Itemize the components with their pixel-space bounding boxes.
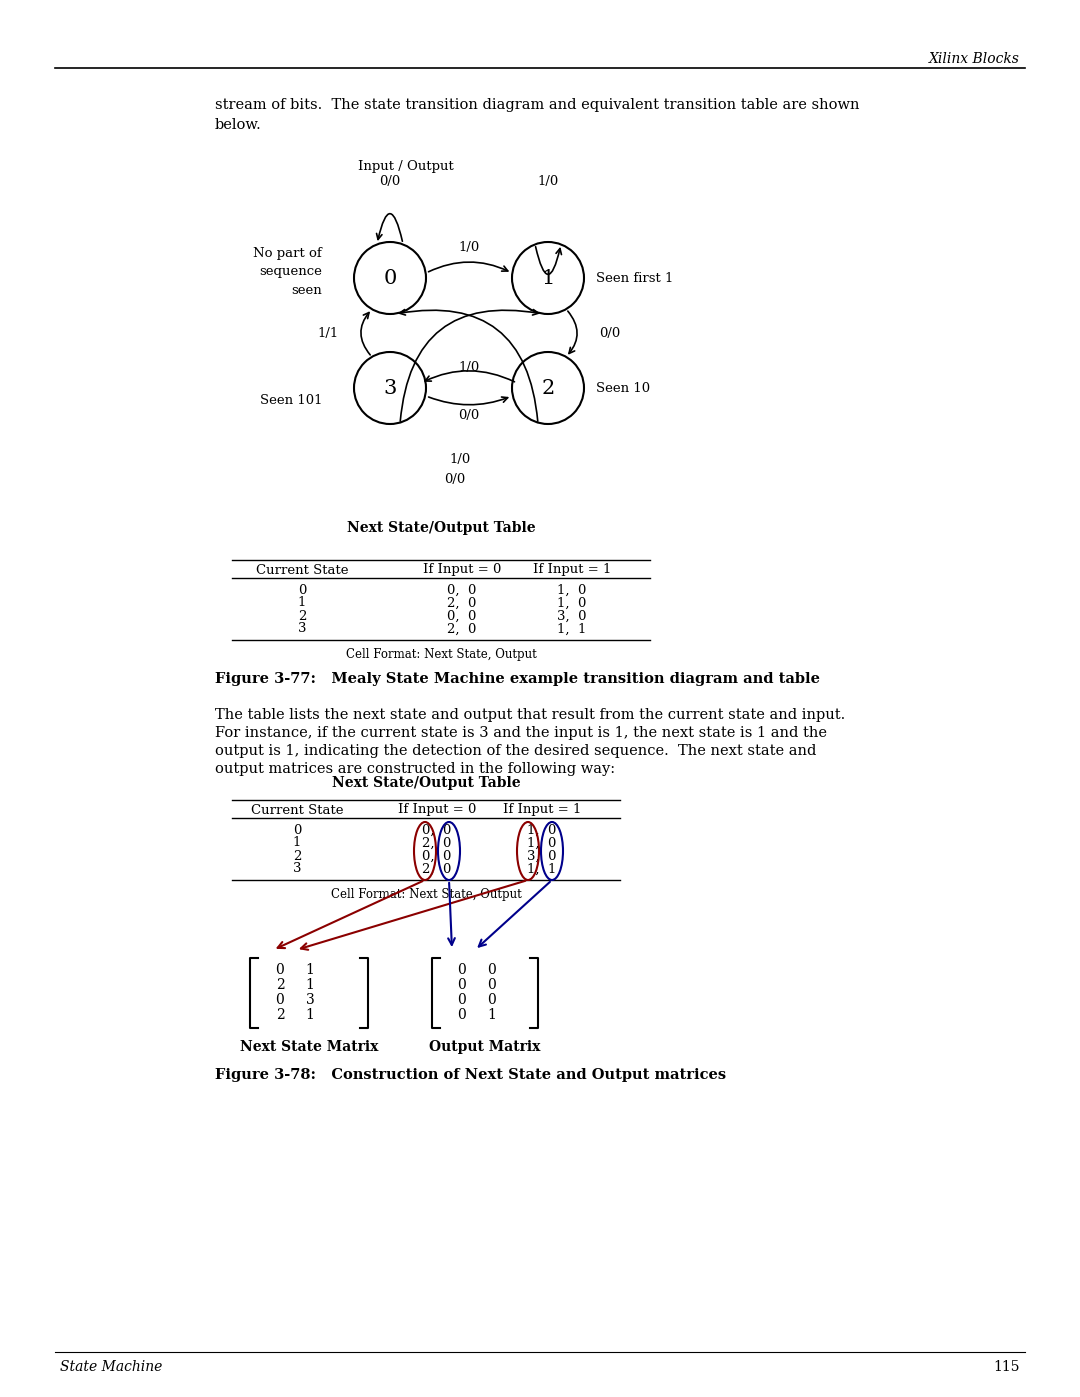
Text: 0,  0: 0, 0 — [447, 609, 476, 623]
Text: 1/0: 1/0 — [449, 454, 471, 467]
Text: 1/0: 1/0 — [458, 360, 480, 373]
Text: 0: 0 — [458, 978, 467, 992]
Text: Figure 3-77:   Mealy State Machine example transition diagram and table: Figure 3-77: Mealy State Machine example… — [215, 672, 820, 686]
Text: 0/0: 0/0 — [444, 474, 465, 486]
Text: 1: 1 — [306, 1009, 314, 1023]
Text: 1,  1: 1, 1 — [557, 623, 586, 636]
Text: output is 1, indicating the detection of the desired sequence.  The next state a: output is 1, indicating the detection of… — [215, 745, 816, 759]
Text: 2: 2 — [541, 379, 555, 398]
Text: 1,  0: 1, 0 — [527, 823, 556, 837]
Text: 1: 1 — [298, 597, 307, 609]
Text: 3: 3 — [293, 862, 301, 876]
Text: 0/0: 0/0 — [458, 408, 480, 422]
Text: Cell Format: Next State, Output: Cell Format: Next State, Output — [346, 648, 537, 661]
Text: 115: 115 — [994, 1361, 1020, 1375]
Text: stream of bits.  The state transition diagram and equivalent transition table ar: stream of bits. The state transition dia… — [215, 98, 860, 112]
Text: Next State/Output Table: Next State/Output Table — [347, 521, 536, 535]
Text: 1: 1 — [487, 1009, 497, 1023]
Text: 0: 0 — [275, 963, 284, 977]
Text: 0: 0 — [488, 978, 497, 992]
Text: 0: 0 — [293, 823, 301, 837]
Text: 1/0: 1/0 — [538, 176, 558, 189]
Text: 0: 0 — [488, 993, 497, 1007]
Text: 1/1: 1/1 — [318, 327, 339, 339]
Text: 0,  0: 0, 0 — [447, 584, 476, 597]
Text: Input / Output: Input / Output — [357, 161, 454, 173]
Text: 2,  0: 2, 0 — [447, 597, 476, 609]
Text: Output Matrix: Output Matrix — [430, 1039, 541, 1053]
Text: Current State: Current State — [251, 803, 343, 816]
Text: 2: 2 — [275, 1009, 284, 1023]
Text: If Input = 0: If Input = 0 — [422, 563, 501, 577]
Text: 2: 2 — [298, 609, 307, 623]
Text: 3: 3 — [383, 379, 396, 398]
Text: 1,  0: 1, 0 — [557, 584, 586, 597]
Text: Seen first 1: Seen first 1 — [596, 271, 673, 285]
Text: 1: 1 — [541, 268, 555, 288]
Text: below.: below. — [215, 117, 261, 131]
Text: 1,  0: 1, 0 — [557, 597, 586, 609]
Text: 3: 3 — [298, 623, 307, 636]
Text: 2,  0: 2, 0 — [447, 623, 476, 636]
Text: 1,  1: 1, 1 — [527, 862, 556, 876]
Text: 0: 0 — [488, 963, 497, 977]
Text: 1: 1 — [306, 978, 314, 992]
Text: 3: 3 — [306, 993, 314, 1007]
Text: 1,  0: 1, 0 — [527, 837, 556, 849]
Text: 0: 0 — [458, 993, 467, 1007]
Text: State Machine: State Machine — [60, 1361, 162, 1375]
Text: If Input = 1: If Input = 1 — [532, 563, 611, 577]
Text: 1: 1 — [293, 837, 301, 849]
Text: 0: 0 — [383, 268, 396, 288]
Text: The table lists the next state and output that result from the current state and: The table lists the next state and outpu… — [215, 708, 846, 722]
Text: 3,  0: 3, 0 — [557, 609, 586, 623]
Text: 2,  0: 2, 0 — [422, 862, 451, 876]
Text: 1/0: 1/0 — [458, 242, 480, 254]
Text: 0: 0 — [458, 963, 467, 977]
Text: If Input = 0: If Input = 0 — [397, 803, 476, 816]
Text: 0,  0: 0, 0 — [422, 849, 451, 862]
Text: 2: 2 — [293, 849, 301, 862]
Text: Seen 10: Seen 10 — [596, 381, 650, 394]
Text: output matrices are constructed in the following way:: output matrices are constructed in the f… — [215, 761, 616, 775]
Text: Next State Matrix: Next State Matrix — [240, 1039, 378, 1053]
Text: 0,  0: 0, 0 — [422, 823, 451, 837]
Text: 0: 0 — [275, 993, 284, 1007]
Text: 1: 1 — [306, 963, 314, 977]
Text: Next State/Output Table: Next State/Output Table — [332, 775, 521, 789]
Text: Current State: Current State — [256, 563, 348, 577]
Text: 0: 0 — [298, 584, 307, 597]
Text: Figure 3-78:   Construction of Next State and Output matrices: Figure 3-78: Construction of Next State … — [215, 1067, 726, 1083]
Text: 2: 2 — [275, 978, 284, 992]
Text: If Input = 1: If Input = 1 — [503, 803, 581, 816]
Text: For instance, if the current state is 3 and the input is 1, the next state is 1 : For instance, if the current state is 3 … — [215, 726, 827, 740]
Text: 2,  0: 2, 0 — [422, 837, 451, 849]
Text: No part of
sequence
seen: No part of sequence seen — [253, 247, 322, 296]
Text: 0: 0 — [458, 1009, 467, 1023]
Text: Seen 101: Seen 101 — [259, 394, 322, 407]
Text: 0/0: 0/0 — [379, 176, 401, 189]
Text: 3,  0: 3, 0 — [527, 849, 557, 862]
Text: 0/0: 0/0 — [599, 327, 621, 339]
Text: Xilinx Blocks: Xilinx Blocks — [929, 52, 1020, 66]
Text: Cell Format: Next State, Output: Cell Format: Next State, Output — [330, 888, 522, 901]
